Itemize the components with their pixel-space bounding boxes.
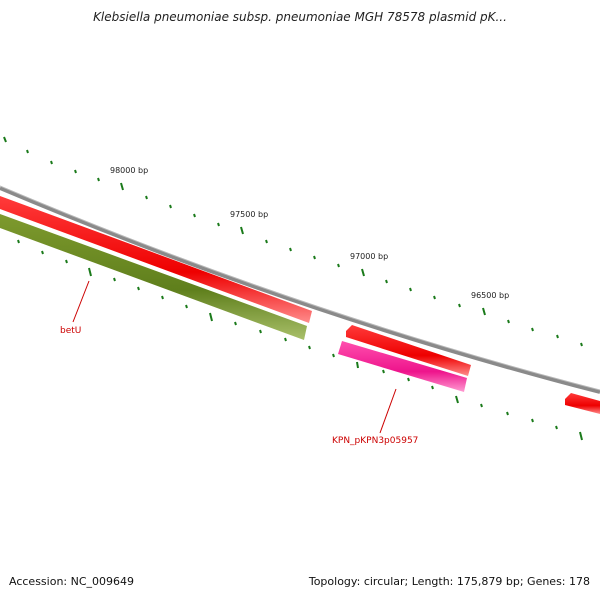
inner-scale-ticks bbox=[17, 239, 583, 441]
gene-label-KPN_pKPN3p05957: KPN_pKPN3p05957 bbox=[332, 436, 418, 446]
gene-betU[interactable] bbox=[0, 214, 307, 340]
topology-summary-text: Topology: circular; Length: 175,879 bp; … bbox=[308, 575, 590, 588]
outer-scale-ticks bbox=[3, 136, 583, 347]
gene-forward-3[interactable] bbox=[565, 393, 600, 414]
map-title: Klebsiella pneumoniae subsp. pneumoniae … bbox=[93, 10, 507, 24]
gene-forward-1[interactable] bbox=[0, 196, 312, 323]
gene-forward-2[interactable] bbox=[346, 325, 471, 376]
label-leader-line bbox=[379, 388, 397, 434]
gene-label-betU: betU bbox=[60, 326, 81, 336]
label-leader-line bbox=[72, 280, 90, 323]
accession-text: Accession: NC_009649 bbox=[9, 575, 135, 588]
scale-label: 97000 bp bbox=[350, 252, 388, 261]
gene-KPN_pKPN3p05957[interactable] bbox=[338, 341, 467, 392]
scale-label: 98000 bp bbox=[110, 166, 148, 175]
scale-label: 97500 bp bbox=[230, 210, 268, 219]
plasmid-backbone bbox=[0, 186, 600, 394]
scale-label: 96500 bp bbox=[471, 291, 509, 300]
